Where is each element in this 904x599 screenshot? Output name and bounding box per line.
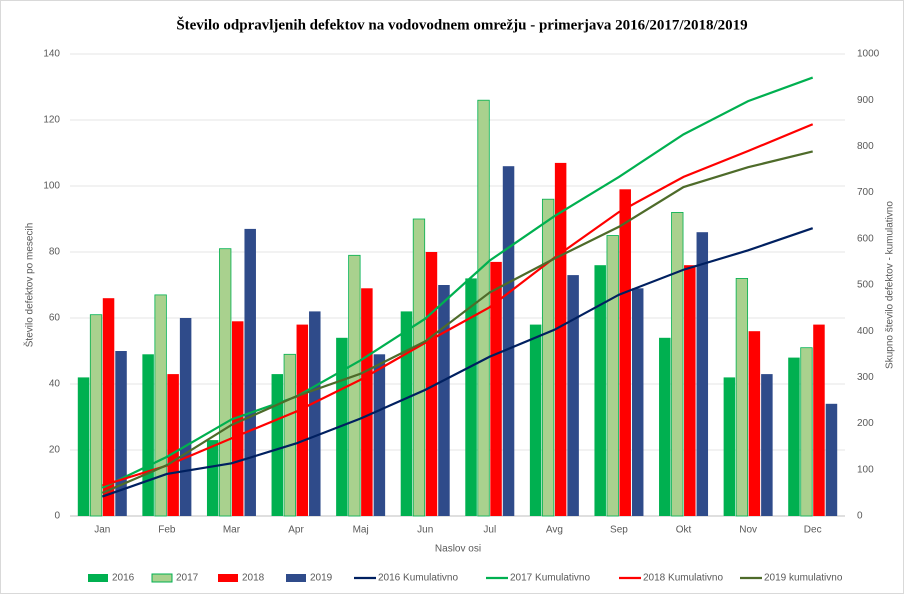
y-axis-label: Število defektov po mesecih (23, 223, 36, 348)
bar (400, 311, 413, 516)
bar (684, 265, 696, 516)
y-tick-label: 120 (43, 115, 60, 126)
x-tick-label: Sep (610, 525, 628, 536)
x-tick-label: Dec (804, 525, 822, 536)
bar (723, 377, 736, 516)
x-axis-label: Naslov osi (435, 544, 481, 555)
bar (813, 324, 825, 516)
y-tick-label: 80 (49, 247, 61, 258)
y-tick-label: 140 (43, 49, 60, 60)
y2-tick-label: 300 (857, 372, 874, 383)
x-tick-label: Feb (158, 525, 176, 536)
bar (735, 277, 749, 517)
y-tick-label: 40 (49, 379, 61, 390)
bar (554, 162, 567, 516)
bar (529, 324, 542, 516)
bar (671, 211, 684, 517)
bar (567, 275, 579, 516)
bar (659, 337, 671, 516)
bar (412, 218, 426, 517)
bar (594, 265, 606, 516)
y2-tick-label: 700 (857, 187, 874, 198)
legend-swatch (286, 574, 306, 582)
chart-title: Število odpravljenih defektov na vodovod… (176, 16, 747, 33)
x-tick-label: Jul (483, 525, 496, 536)
bar (179, 318, 192, 516)
legend-label: 2016 (112, 573, 135, 584)
x-tick-label: Mar (223, 525, 241, 536)
y-tick-label: 60 (49, 313, 61, 324)
x-tick-label: Apr (288, 525, 304, 536)
x-tick-label: Jun (417, 525, 433, 536)
bar (77, 377, 90, 516)
legend-label: 2019 kumulativno (764, 573, 843, 584)
bar (271, 374, 284, 516)
x-tick-label: Maj (353, 525, 369, 536)
bar (800, 347, 813, 517)
y2-tick-label: 100 (857, 464, 874, 475)
x-tick-label: Avg (546, 525, 563, 536)
x-tick-label: Nov (739, 525, 757, 536)
bar (296, 324, 309, 516)
bar (154, 294, 167, 517)
bar (748, 331, 761, 516)
bar (373, 354, 386, 516)
bar (631, 288, 644, 516)
cumulative-line (101, 227, 814, 498)
bar (541, 198, 555, 517)
bar (696, 232, 709, 516)
bar (231, 321, 244, 516)
y-tick-label: 100 (43, 181, 60, 192)
legend-swatch (218, 574, 238, 582)
bar (219, 248, 232, 517)
bar (788, 357, 800, 516)
x-tick-label: Okt (676, 525, 692, 536)
bar (438, 285, 450, 516)
y-tick-label: 0 (54, 511, 60, 522)
y2-tick-label: 900 (857, 95, 874, 106)
cumulative-line (101, 123, 814, 487)
bar (309, 311, 321, 516)
bar (825, 403, 838, 516)
y2-tick-label: 500 (857, 280, 874, 291)
y2-axis-label: Skupno število defektov - kumulativno (885, 201, 896, 369)
y-tick-label: 20 (49, 445, 61, 456)
y2-tick-label: 200 (857, 418, 874, 429)
bar (206, 440, 219, 516)
y2-tick-label: 800 (857, 141, 874, 152)
legend-swatch (151, 573, 173, 583)
y2-tick-label: 0 (857, 511, 863, 522)
bar (619, 189, 631, 517)
bar (361, 288, 373, 516)
bar (606, 235, 619, 517)
y2-tick-label: 1000 (857, 49, 880, 60)
bar (425, 252, 438, 516)
legend-label: 2017 Kumulativno (510, 573, 590, 584)
bar (115, 351, 127, 516)
y2-tick-label: 600 (857, 233, 874, 244)
x-tick-label: Jan (94, 525, 110, 536)
legend-swatch (88, 574, 108, 582)
legend-label: 2019 (310, 573, 333, 584)
bar (167, 374, 179, 516)
bar (142, 354, 154, 516)
cumulative-line (101, 76, 814, 489)
legend-label: 2018 (242, 573, 265, 584)
legend-label: 2017 (176, 573, 199, 584)
bar (465, 278, 477, 516)
y2-tick-label: 400 (857, 326, 874, 337)
bar (283, 353, 296, 517)
bar (502, 166, 515, 516)
bar (244, 228, 256, 516)
legend-label: 2016 Kumulativno (378, 573, 458, 584)
bar (89, 314, 103, 517)
legend-label: 2018 Kumulativno (643, 573, 723, 584)
bar (490, 261, 502, 516)
bar (761, 374, 773, 516)
bar (102, 298, 115, 516)
cumulative-line (101, 150, 813, 494)
